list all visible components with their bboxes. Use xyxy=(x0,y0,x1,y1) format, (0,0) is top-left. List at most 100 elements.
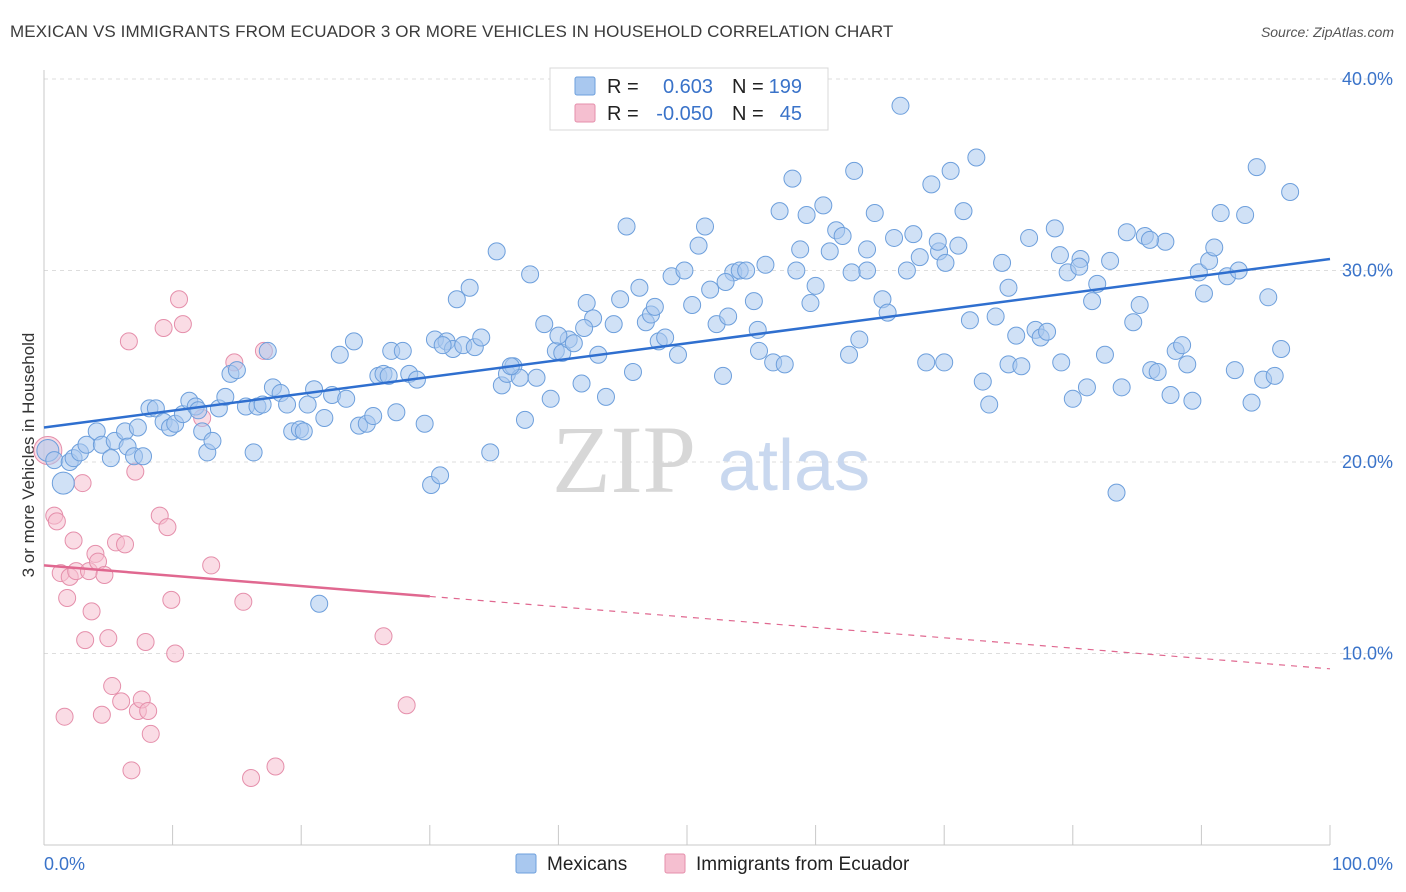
point-mexicans xyxy=(814,196,833,215)
point-mexicans xyxy=(1070,257,1089,276)
bottom-legend-swatch-ecuador xyxy=(664,853,686,874)
point-mexicans xyxy=(756,255,775,274)
point-mexicans xyxy=(936,253,955,272)
point-mexicans xyxy=(645,297,664,316)
point-mexicans xyxy=(101,449,120,468)
trend-line-ecuador xyxy=(43,564,430,598)
point-mexicans xyxy=(541,389,560,408)
point-ecuador xyxy=(162,590,181,609)
point-mexicans xyxy=(967,148,986,167)
point-mexicans xyxy=(714,366,733,385)
point-mexicans xyxy=(244,443,263,462)
point-mexicans xyxy=(1063,389,1082,408)
trend-line-ecuador-dashed xyxy=(429,595,1331,670)
point-mexicans xyxy=(806,276,825,295)
point-mexicans xyxy=(865,204,884,223)
point-mexicans xyxy=(1007,326,1026,345)
point-mexicans xyxy=(1173,336,1192,355)
point-mexicans xyxy=(833,227,852,246)
point-mexicans xyxy=(797,205,816,224)
bottom-legend: Mexicans Immigrants from Ecuador xyxy=(515,853,910,875)
point-mexicans xyxy=(364,407,383,426)
point-mexicans xyxy=(1140,230,1159,249)
point-mexicans xyxy=(460,278,479,297)
point-mexicans xyxy=(611,290,630,309)
point-mexicans xyxy=(1247,158,1266,177)
point-mexicans xyxy=(1101,251,1120,270)
point-mexicans xyxy=(1045,219,1064,238)
point-mexicans xyxy=(949,236,968,255)
y-tick-label: 40.0% xyxy=(1342,69,1393,89)
point-ecuador xyxy=(103,677,122,696)
point-mexicans xyxy=(481,443,500,462)
point-ecuador xyxy=(92,705,111,724)
point-mexicans xyxy=(683,295,702,314)
point-mexicans xyxy=(1236,205,1255,224)
point-mexicans xyxy=(980,395,999,414)
point-mexicans xyxy=(656,328,675,347)
x-tick-label-max: 100.0% xyxy=(1332,854,1393,874)
point-mexicans xyxy=(575,318,594,337)
point-mexicans xyxy=(845,161,864,180)
chart-title: MEXICAN VS IMMIGRANTS FROM ECUADOR 3 OR … xyxy=(10,22,894,41)
point-mexicans xyxy=(668,345,687,364)
legend-swatch-ecuador xyxy=(574,103,596,123)
point-ecuador xyxy=(397,696,416,715)
bottom-legend-ecuador: Immigrants from Ecuador xyxy=(696,854,910,875)
point-mexicans xyxy=(128,418,147,437)
point-mexicans xyxy=(604,315,623,334)
point-mexicans xyxy=(1225,361,1244,380)
point-ecuador xyxy=(116,535,135,554)
point-mexicans xyxy=(515,410,534,429)
point-mexicans xyxy=(227,361,246,380)
point-mexicans xyxy=(791,240,810,259)
point-mexicans xyxy=(999,278,1018,297)
point-mexicans xyxy=(696,217,715,236)
y-tick-label: 30.0% xyxy=(1342,261,1393,281)
point-mexicans xyxy=(993,253,1012,272)
point-mexicans xyxy=(737,261,756,280)
point-mexicans xyxy=(617,217,636,236)
point-mexicans xyxy=(904,225,923,244)
point-ecuador xyxy=(141,724,160,743)
y-tick-label: 20.0% xyxy=(1342,452,1393,472)
y-axis-label: 3 or more Vehicles in Household xyxy=(19,333,38,578)
point-mexicans xyxy=(1107,483,1126,502)
point-ecuador xyxy=(266,757,285,776)
point-mexicans xyxy=(189,401,208,420)
point-mexicans xyxy=(433,336,452,355)
point-ecuador xyxy=(126,462,145,481)
point-ecuador xyxy=(202,556,221,575)
legend-n-label-1: N = xyxy=(732,76,764,98)
point-ecuador xyxy=(136,633,155,652)
point-mexicans xyxy=(344,332,363,351)
point-mexicans xyxy=(973,372,992,391)
series-immigrants-ecuador xyxy=(33,290,416,787)
point-mexicans xyxy=(1194,284,1213,303)
trend-line-mexicans xyxy=(43,257,1331,429)
point-ecuador xyxy=(374,627,393,646)
legend-swatch-mexicans xyxy=(574,76,596,96)
point-ecuador xyxy=(158,518,177,537)
point-mexicans xyxy=(675,261,694,280)
point-mexicans xyxy=(954,202,973,221)
point-ecuador xyxy=(76,631,95,650)
legend-r-label-2: R = xyxy=(607,103,639,125)
point-mexicans xyxy=(1178,355,1197,374)
point-mexicans xyxy=(330,345,349,364)
point-mexicans xyxy=(1281,182,1300,201)
point-mexicans xyxy=(787,261,806,280)
point-mexicans xyxy=(393,341,412,360)
point-mexicans xyxy=(379,366,398,385)
legend-box xyxy=(549,67,829,131)
point-mexicans xyxy=(203,431,222,450)
point-mexicans xyxy=(623,362,642,381)
point-mexicans xyxy=(850,330,869,349)
point-mexicans xyxy=(45,451,64,470)
x-tick-label-min: 0.0% xyxy=(44,854,85,874)
point-ecuador xyxy=(119,332,138,351)
point-mexicans xyxy=(387,403,406,422)
point-mexicans xyxy=(770,202,789,221)
legend-r-value-2: -0.050 xyxy=(656,103,713,125)
